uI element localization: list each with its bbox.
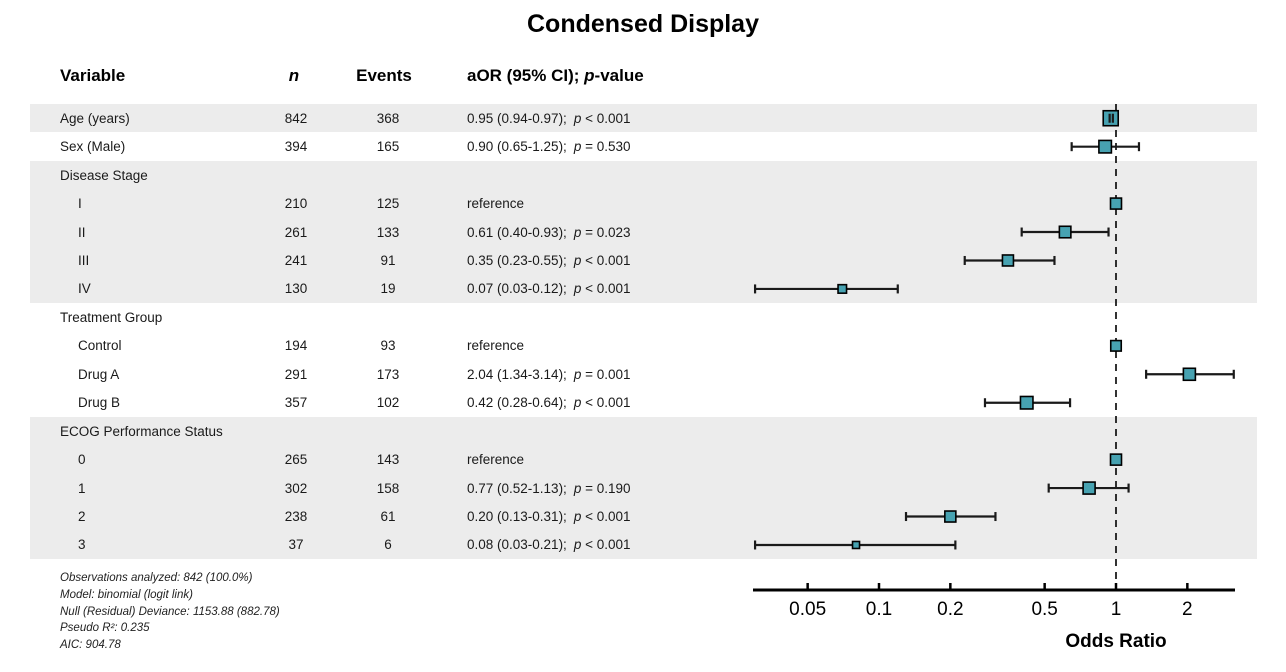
n-italic: n	[288, 66, 300, 85]
x-axis-tick-label: 0.1	[866, 599, 892, 620]
footer-line: AIC: 904.78	[60, 639, 121, 652]
table-row: 3 37 6 0.08 (0.03-0.21); p < 0.001	[30, 530, 1257, 560]
row-label: 3	[78, 537, 86, 553]
row-label: 1	[78, 480, 86, 496]
footer-line: Model: binomial (logit link)	[60, 588, 193, 601]
events-value: 143	[376, 452, 400, 468]
table-row: III 241 91 0.35 (0.23-0.55); p < 0.001	[30, 246, 1257, 275]
page-title: Condensed Display	[527, 10, 759, 38]
events-value: 6	[384, 537, 392, 553]
table-row: IV 130 19 0.07 (0.03-0.12); p < 0.001	[30, 274, 1257, 304]
events-value: 173	[376, 366, 400, 382]
estimate-text: 0.61 (0.40-0.93); p = 0.023	[467, 224, 631, 240]
col-header-events: Events	[356, 66, 412, 85]
table-row: Drug B 357 102 0.42 (0.28-0.64); p < 0.001	[30, 389, 1257, 417]
estimate-text: 2.04 (1.34-3.14); p = 0.001	[467, 366, 631, 382]
row-label: Drug B	[78, 395, 121, 411]
row-label: IV	[78, 281, 91, 297]
events-value: 61	[380, 509, 396, 525]
estimate-text: reference	[467, 338, 525, 354]
events-value: 158	[376, 480, 400, 496]
estimate-text: reference	[467, 452, 525, 468]
table-row: Sex (Male) 394 165 0.90 (0.65-1.25); p = 0.5…	[30, 132, 1257, 160]
n-value: 210	[284, 196, 308, 212]
row-label: 0	[78, 452, 86, 468]
row-label: Treatment Group	[60, 309, 163, 325]
n-value: 842	[284, 110, 308, 126]
x-axis-tick-label: 2	[1182, 599, 1193, 620]
events-value: 19	[380, 281, 396, 297]
x-axis-tick-label: 0.05	[789, 599, 826, 620]
table-row: Drug A 291 173 2.04 (1.34-3.14); p = 0.001	[30, 360, 1257, 388]
estimate-text: 0.77 (0.52-1.13); p = 0.190	[467, 480, 631, 496]
estimate-text: 0.08 (0.03-0.21); p < 0.001	[467, 537, 631, 553]
footer-line: Pseudo R²: 0.235	[60, 622, 150, 635]
row-label: Sex (Male)	[60, 139, 126, 155]
row-label: Control	[78, 338, 122, 354]
events-value: 102	[376, 395, 400, 411]
n-value: 302	[284, 480, 308, 496]
table-row: I 210 125 reference	[30, 189, 1257, 218]
n-value: 241	[284, 252, 308, 268]
table-row: 0 265 143 reference	[30, 445, 1257, 474]
estimate-text: reference	[467, 196, 525, 212]
n-value: 130	[284, 281, 308, 297]
events-value: 165	[376, 139, 400, 155]
table-row: II 261 133 0.61 (0.40-0.93); p = 0.023	[30, 217, 1257, 247]
x-axis-tick-label: 1	[1111, 599, 1122, 620]
n-value: 238	[284, 509, 308, 525]
table-row: 2 238 61 0.20 (0.13-0.31); p < 0.001	[30, 502, 1257, 531]
estimate-text: 0.20 (0.13-0.31); p < 0.001	[467, 509, 631, 525]
events-value: 91	[380, 252, 396, 268]
estimate-text: 0.35 (0.23-0.55); p < 0.001	[467, 252, 631, 268]
table-row: Age (years) 842 368 0.95 (0.94-0.97); p < 0.…	[30, 104, 1257, 133]
group-header-row: Treatment Group	[30, 303, 1257, 331]
n-value: 37	[288, 537, 304, 553]
x-axis-title: Odds Ratio	[1065, 631, 1167, 652]
group-header-row: Disease Stage	[30, 160, 1257, 190]
estimate-text: 0.95 (0.94-0.97); p < 0.001	[467, 110, 631, 126]
events-value: 133	[376, 224, 400, 240]
row-label: Drug A	[78, 366, 120, 382]
footer-line: Null (Residual) Deviance: 1153.88 (882.7…	[60, 605, 280, 618]
row-label: I	[78, 196, 82, 212]
n-value: 357	[284, 395, 308, 411]
model-stats-footer: Observations analyzed: 842 (100.0%) Model…	[60, 570, 280, 654]
row-label: 2	[78, 509, 86, 525]
x-axis-tick-label: 0.2	[937, 599, 963, 620]
row-label: III	[78, 252, 90, 268]
estimate-text: 0.90 (0.65-1.25); p = 0.530	[467, 139, 631, 155]
group-header-row: ECOG Performance Status	[30, 416, 1257, 446]
n-value: 291	[284, 366, 308, 382]
n-value: 194	[284, 338, 308, 354]
row-label: ECOG Performance Status	[60, 423, 223, 439]
row-label: Disease Stage	[60, 167, 148, 183]
row-label: Age (years)	[60, 110, 130, 126]
n-value: 261	[284, 224, 308, 240]
footer-line: Observations analyzed: 842 (100.0%)	[60, 572, 253, 584]
table-row: 1 302 158 0.77 (0.52-1.13); p = 0.190	[30, 473, 1257, 503]
events-value: 368	[376, 110, 400, 126]
n-value: 394	[284, 139, 308, 155]
table-row: Control 194 93 reference	[30, 332, 1257, 360]
col-header-variable: Variable	[60, 66, 126, 85]
estimate-text: 0.42 (0.28-0.64); p < 0.001	[467, 395, 631, 411]
x-axis-tick-label: 0.5	[1031, 599, 1057, 620]
row-label: II	[78, 224, 86, 240]
col-header-n: n	[234, 66, 354, 86]
events-value: 93	[380, 338, 396, 354]
events-value: 125	[376, 196, 400, 212]
estimate-text: 0.07 (0.03-0.12); p < 0.001	[467, 281, 631, 297]
n-value: 265	[284, 452, 308, 468]
col-header-estimate: aOR (95% CI); p-value	[467, 66, 644, 85]
